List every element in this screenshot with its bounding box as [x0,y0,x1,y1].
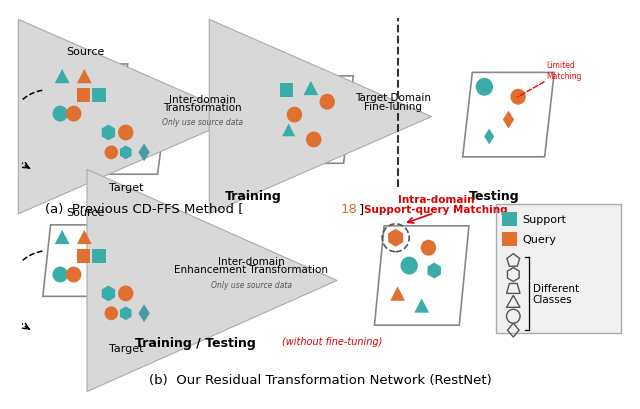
Text: Support-query Matching: Support-query Matching [364,204,508,214]
Text: Transformation: Transformation [164,102,242,112]
Polygon shape [138,305,150,322]
Polygon shape [77,70,92,84]
Text: ]: ] [359,202,364,216]
Text: Inter-domain: Inter-domain [218,256,284,266]
Text: Source: Source [66,207,104,217]
Polygon shape [88,276,165,335]
Polygon shape [282,124,295,137]
Polygon shape [77,230,92,245]
Circle shape [104,307,118,320]
Circle shape [66,267,81,283]
Text: Only use source data: Only use source data [163,117,243,126]
Bar [77,89,90,102]
Bar [77,249,90,263]
Circle shape [510,90,526,106]
Polygon shape [268,76,353,164]
FancyBboxPatch shape [496,204,621,333]
Text: (a)  Previous CD-FFS Method [: (a) Previous CD-FFS Method [ [45,202,243,216]
Polygon shape [428,263,441,279]
Bar [92,249,106,263]
Polygon shape [388,229,403,247]
Circle shape [420,240,436,256]
Bar [92,89,106,102]
Text: Training: Training [225,190,282,202]
Text: Different
Classes: Different Classes [532,283,579,304]
Circle shape [319,94,335,110]
Polygon shape [138,144,150,162]
Polygon shape [414,299,429,313]
Polygon shape [303,82,318,96]
Circle shape [476,79,493,97]
Circle shape [66,106,81,122]
Text: Target: Target [109,343,144,353]
Circle shape [52,106,68,122]
Polygon shape [120,146,132,160]
Circle shape [287,108,302,123]
Polygon shape [102,286,115,301]
Text: Training / Testing: Training / Testing [135,336,255,349]
Text: Limited
Matching: Limited Matching [546,61,582,81]
Text: (b)  Our Residual Transformation Network (RestNet): (b) Our Residual Transformation Network … [149,373,492,386]
Polygon shape [463,73,554,157]
Circle shape [104,146,118,160]
Text: Enhancement Transformation: Enhancement Transformation [174,264,328,274]
Polygon shape [43,65,128,136]
Polygon shape [120,307,132,320]
Text: 18: 18 [341,202,358,216]
Circle shape [52,267,68,283]
Polygon shape [55,70,70,84]
Bar [502,232,517,246]
Text: (without fine-tuning): (without fine-tuning) [282,336,382,346]
Text: Source: Source [66,47,104,57]
Text: Query: Query [522,234,556,244]
Polygon shape [102,125,115,141]
Circle shape [118,125,134,141]
Text: Inter-domain: Inter-domain [170,94,236,104]
Bar [502,212,517,226]
Polygon shape [88,115,165,175]
Polygon shape [374,226,469,326]
Text: Only use source data: Only use source data [211,281,292,290]
Text: Testing: Testing [468,190,519,202]
Polygon shape [55,230,70,245]
Text: Target: Target [109,183,144,193]
Bar [280,83,294,97]
Polygon shape [43,225,128,297]
Polygon shape [390,287,405,301]
Polygon shape [484,129,494,145]
Circle shape [401,257,418,275]
Text: Target Domain: Target Domain [355,92,431,102]
Text: Fine-Tuning: Fine-Tuning [364,101,422,111]
Text: Intra-domain: Intra-domain [398,195,474,204]
Circle shape [306,132,321,148]
Polygon shape [503,111,514,129]
Circle shape [118,286,134,301]
Text: Support: Support [522,214,566,225]
